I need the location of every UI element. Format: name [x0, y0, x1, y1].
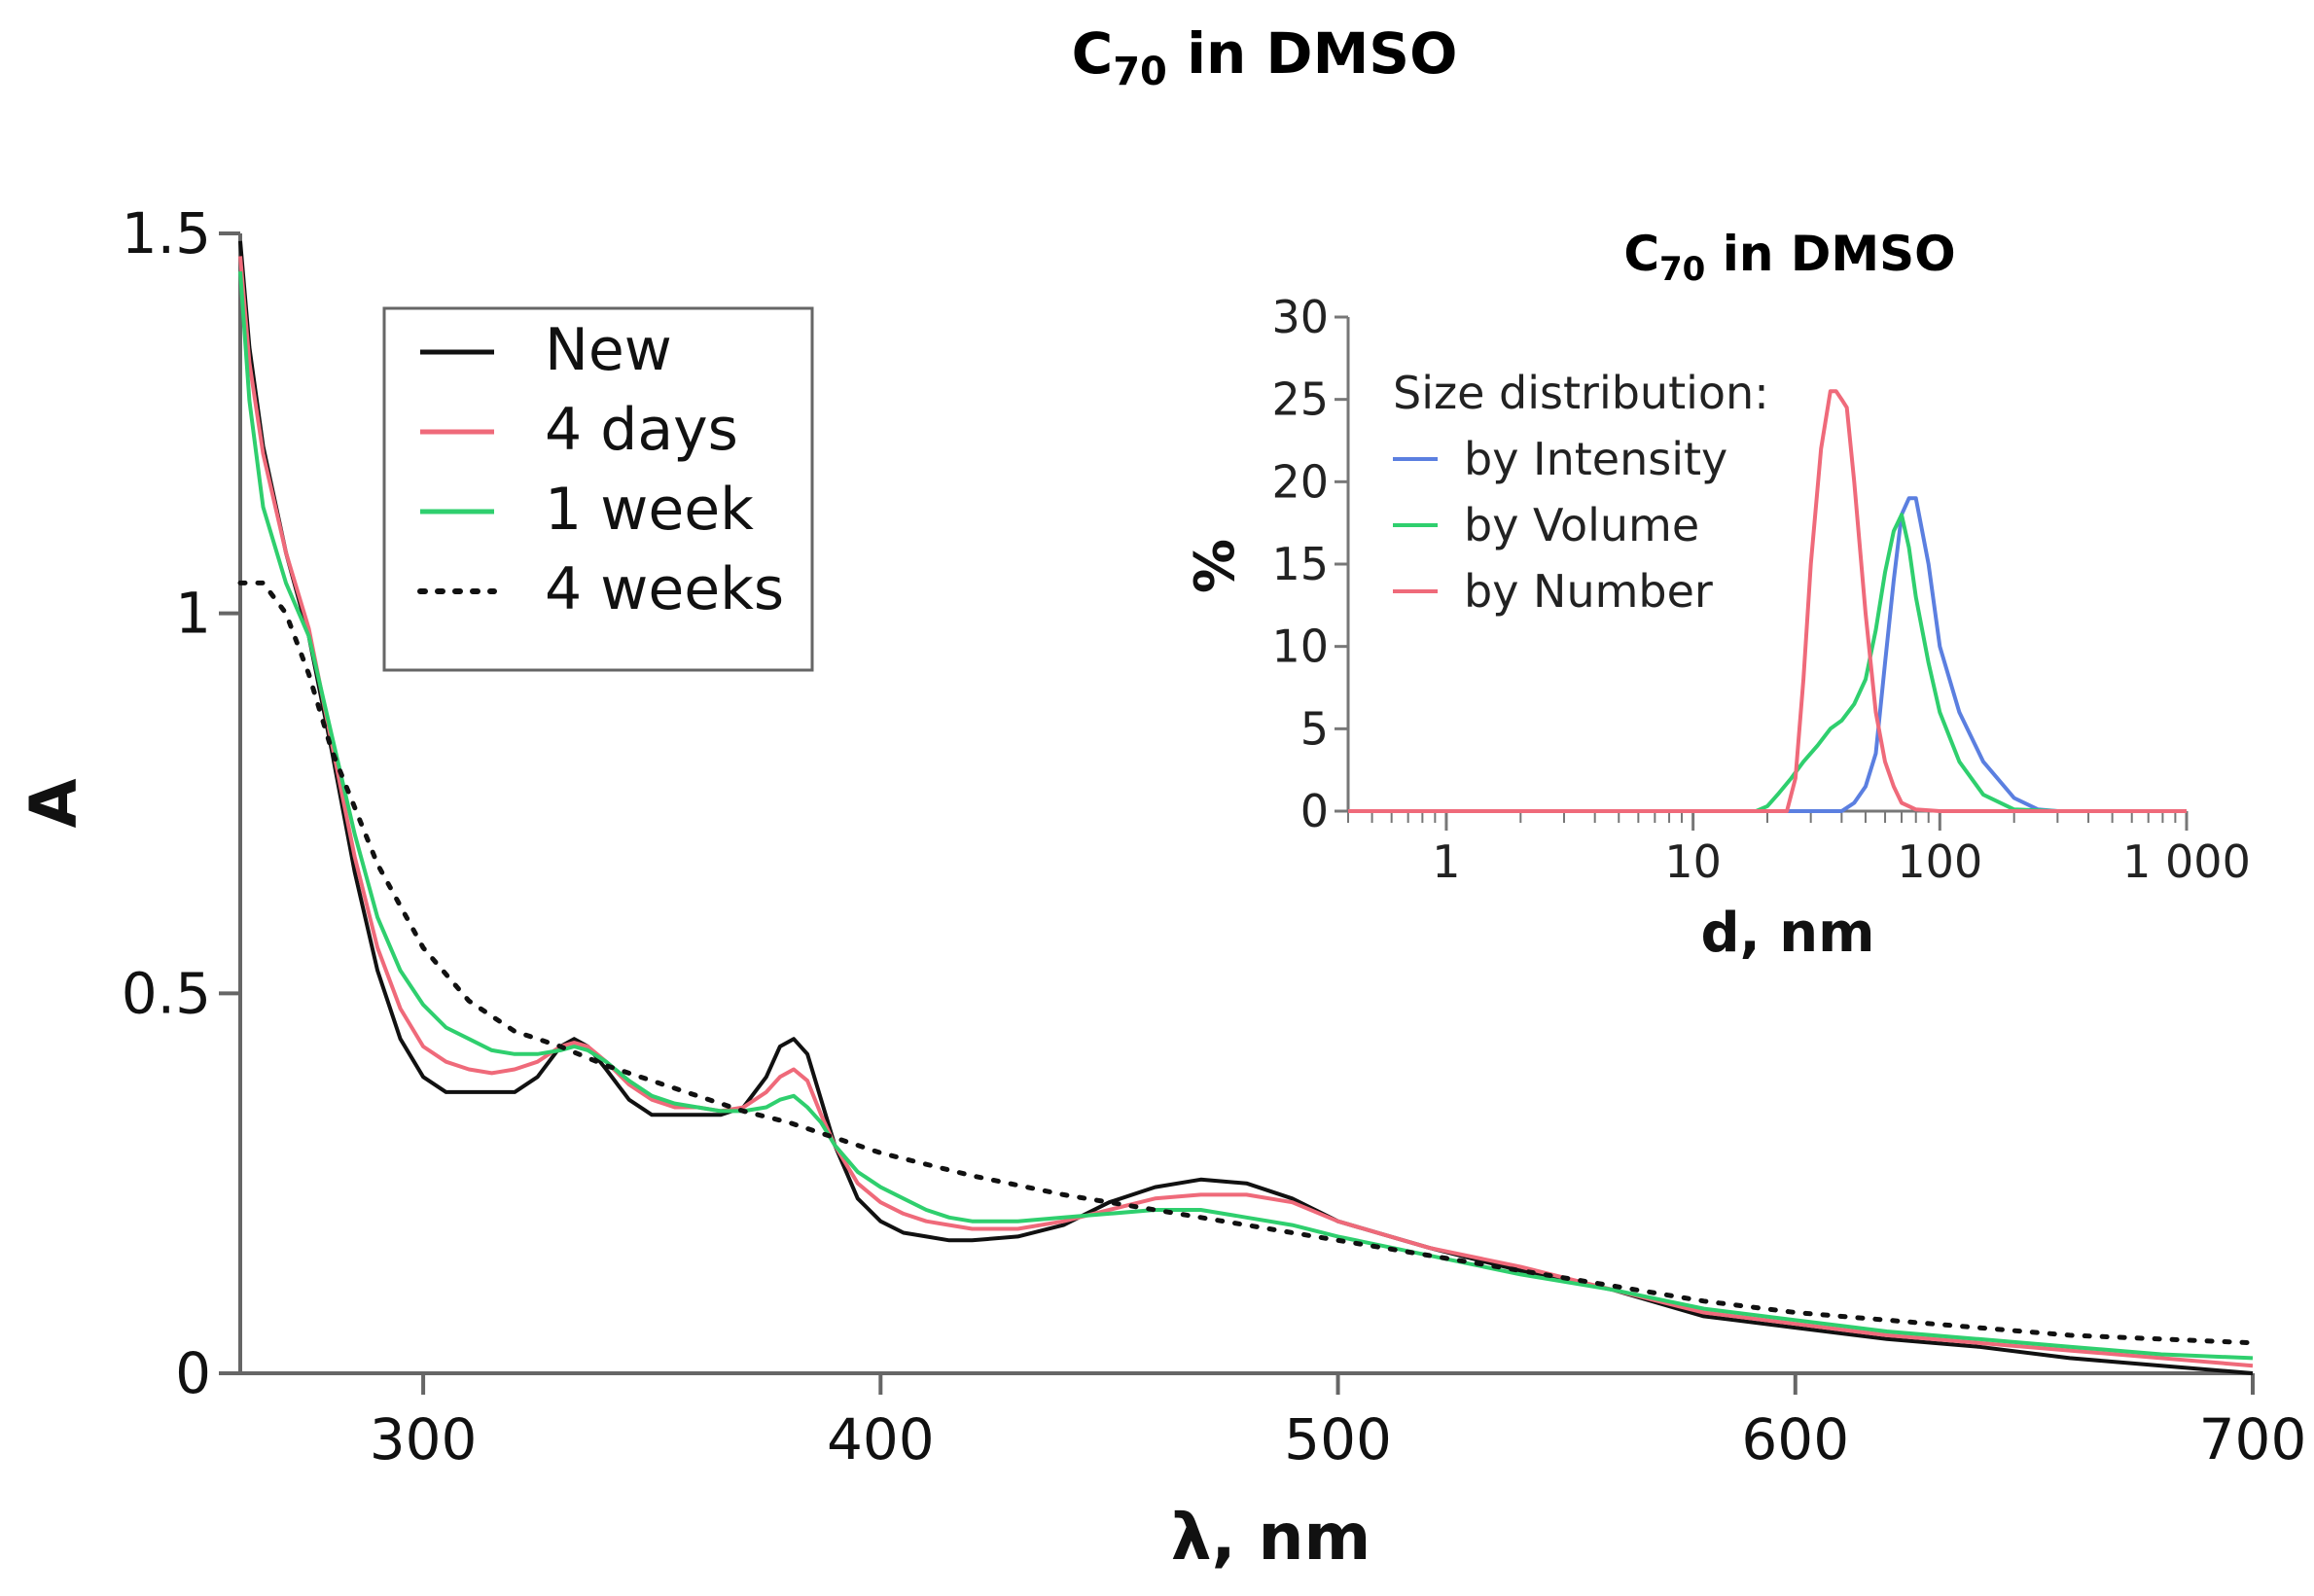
series-line-4-weeks — [237, 580, 2256, 1346]
x-tick-label: 400 — [827, 1406, 935, 1472]
x-tick-label: 300 — [370, 1406, 478, 1472]
inset-x-tick-label: 10 — [1664, 835, 1722, 888]
inset-legend-label-by-intensity: by Intensity — [1464, 433, 1727, 485]
inset-y-tick-label: 25 — [1271, 373, 1329, 426]
inset-y-axis-label: % — [1184, 539, 1247, 593]
inset-x-axis-label: d, nm — [1700, 902, 1874, 965]
inset-legend: Size distribution: by Intensity by Volume… — [1393, 367, 1769, 618]
inset-plot: 0 5 10 15 20 25 30 1 10 100 1 000 d, nm% — [1184, 291, 2251, 965]
legend-label-1-week: 1 week — [545, 476, 754, 544]
legend-label-4-weeks: 4 weeks — [545, 555, 784, 623]
inset-legend-label-by-number: by Number — [1464, 565, 1713, 618]
x-axis-label: λ, nm — [1171, 1500, 1371, 1575]
x-tick-label: 500 — [1284, 1406, 1392, 1472]
x-tick-label: 700 — [2199, 1406, 2307, 1472]
y-tick-label: 1 — [175, 581, 211, 647]
inset-y-tick-label: 0 — [1300, 785, 1329, 837]
inset-legend-label-by-volume: by Volume — [1464, 499, 1699, 551]
inset-series-line-by-number — [1348, 389, 2187, 813]
inset-x-tick-label: 1 — [1432, 835, 1460, 888]
main-legend: New 4 days 1 week 4 weeks — [382, 306, 814, 672]
series-line-4-days — [238, 256, 2254, 1368]
legend-box — [382, 306, 814, 672]
inset-y-tick-label: 20 — [1271, 455, 1329, 508]
inset-y-tick-label: 5 — [1300, 702, 1329, 755]
y-tick-label: 0.5 — [122, 960, 211, 1026]
inset-y-tick-label: 10 — [1271, 621, 1329, 673]
inset-x-tick-label: 100 — [1897, 835, 1982, 888]
main-chart-title: C70 in DMSO — [1072, 20, 1458, 94]
y-tick-label: 1.5 — [122, 200, 211, 266]
legend-label-new: New — [545, 316, 672, 384]
inset-y-tick-label: 30 — [1271, 291, 1329, 343]
inset-y-tick-label: 15 — [1271, 538, 1329, 590]
y-axis-label: A — [17, 778, 91, 828]
y-tick-label: 0 — [175, 1340, 211, 1406]
inset-series-line-by-intensity — [1348, 496, 2187, 813]
inset-series-line-by-volume — [1348, 513, 2187, 813]
x-tick-label: 600 — [1741, 1406, 1849, 1472]
inset-chart-title: C70 in DMSO — [1623, 226, 1955, 289]
inset-x-tick-label: 1 000 — [2122, 835, 2251, 888]
inset-legend-title: Size distribution: — [1393, 367, 1769, 419]
legend-label-4-days: 4 days — [545, 396, 738, 464]
